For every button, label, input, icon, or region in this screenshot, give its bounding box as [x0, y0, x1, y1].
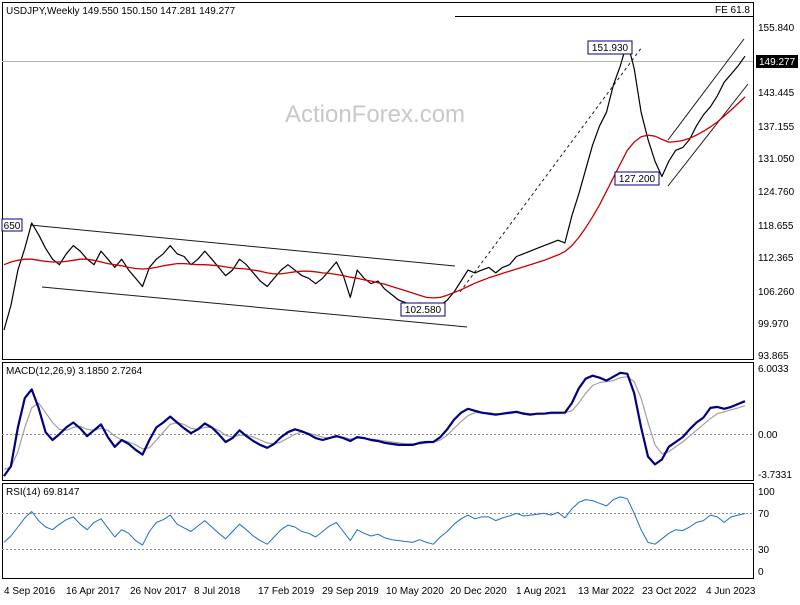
price-y-axis: 155.840 149.277 143.445 137.155 131.050 … — [756, 23, 798, 362]
price-tick-label: 118.655 — [758, 221, 794, 232]
rsi-series-group — [3, 496, 746, 546]
annotation-127200: 127.200 — [614, 171, 660, 186]
watermark-text: ActionForex.com — [285, 101, 465, 128]
annotation-650: 650 — [1, 218, 23, 232]
price-tick-label: 112.365 — [758, 253, 794, 264]
x-tick-label: 4 Jun 2023 — [706, 586, 756, 597]
price-tick-label: 137.155 — [758, 122, 795, 133]
x-axis: 4 Sep 2016 16 Apr 2017 26 Nov 2017 8 Jul… — [4, 586, 756, 597]
macd-tick-label: 6.0033 — [758, 364, 789, 375]
x-tick-label: 16 Apr 2017 — [66, 586, 120, 597]
x-tick-label: 4 Sep 2016 — [4, 586, 56, 597]
x-tick-label: 13 Mar 2022 — [578, 586, 635, 597]
macd-tick-label: -3.7331 — [758, 470, 792, 481]
annotation-151930: 151.930 — [587, 40, 633, 55]
fib-label: FE 61.8 — [715, 5, 750, 16]
uptrend-channel-lower-line — [667, 83, 749, 187]
x-tick-label: 29 Sep 2019 — [322, 586, 379, 597]
rsi-tick-label: 70 — [758, 509, 770, 520]
macd-panel-frame — [2, 362, 754, 481]
macd-tick-label: 0.00 — [758, 430, 778, 441]
price-tick-label: 124.760 — [758, 187, 795, 198]
channel-lower-line — [41, 286, 468, 328]
x-tick-label: 10 May 2020 — [386, 586, 444, 597]
channel-upper-line — [29, 224, 456, 267]
annotation-high-label: 151.930 — [592, 43, 629, 54]
price-panel-title: USDJPY,Weekly 149.550 150.150 147.281 14… — [6, 6, 236, 17]
price-tick-label: 99.970 — [758, 319, 789, 330]
price-tick-label: 93.865 — [758, 351, 789, 362]
projection-dashed-line — [459, 46, 643, 293]
price-series-group — [3, 41, 746, 331]
x-tick-label: 1 Aug 2021 — [516, 586, 567, 597]
annotation-low-label: 127.200 — [619, 174, 656, 185]
rsi-tick-label: 30 — [758, 545, 770, 556]
rsi-tick-label: 100 — [758, 487, 775, 498]
rsi-panel-frame — [2, 483, 754, 579]
annotation-2016-label: 650 — [4, 221, 21, 232]
rsi-tick-label: 0 — [758, 567, 764, 578]
rsi-y-axis: 100 70 30 0 — [758, 487, 775, 578]
moving-average-line — [3, 96, 746, 299]
current-price-tag: 149.277 — [759, 57, 796, 68]
macd-y-axis: 6.0033 0.00 -3.7331 — [758, 364, 792, 481]
macd-line — [3, 371, 746, 477]
price-tick-label: 106.260 — [758, 287, 795, 298]
macd-series-group — [3, 371, 746, 477]
annotation-102580: 102.580 — [400, 302, 446, 317]
price-tick-label: 131.050 — [758, 154, 795, 165]
price-tick-label: 143.445 — [758, 88, 795, 99]
uptrend-channel-upper-line — [667, 38, 745, 141]
rsi-line — [3, 496, 746, 546]
x-tick-label: 23 Oct 2022 — [642, 586, 697, 597]
x-tick-label: 8 Jul 2018 — [194, 586, 241, 597]
macd-panel-title: MACD(12,26,9) 3.1850 2.7264 — [6, 366, 143, 377]
price-tick-label: 155.840 — [758, 23, 795, 34]
x-tick-label: 17 Feb 2019 — [258, 586, 315, 597]
x-tick-label: 20 Dec 2020 — [450, 586, 507, 597]
x-tick-label: 26 Nov 2017 — [130, 586, 187, 597]
rsi-panel-title: RSI(14) 69.8147 — [6, 487, 80, 498]
annotation-2020-low-label: 102.580 — [405, 305, 442, 316]
